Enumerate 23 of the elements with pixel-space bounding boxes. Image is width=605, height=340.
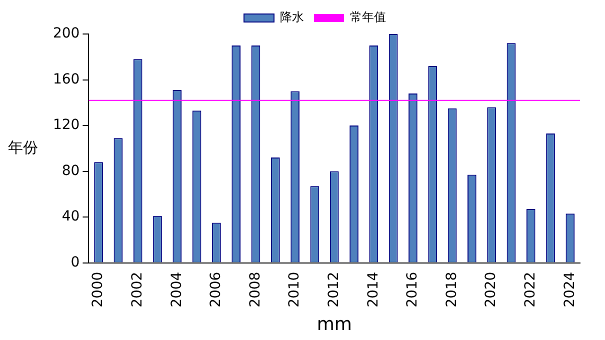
x-tick-label: 2004 <box>168 272 185 308</box>
y-axis-title: 年份 <box>8 138 38 156</box>
x-tick-label: 2002 <box>129 272 146 308</box>
x-tick-label: 2008 <box>247 272 264 308</box>
y-tick-label: 80 <box>62 162 80 179</box>
x-tick-label: 2018 <box>444 272 460 308</box>
y-tick-label: 120 <box>52 117 80 134</box>
legend-label: 常年值 <box>350 10 386 24</box>
x-tick-label: 2000 <box>90 272 106 308</box>
x-tick-label: 2006 <box>208 272 224 308</box>
x-tick-label: 2022 <box>522 272 539 308</box>
x-axis-title: mm <box>316 314 352 335</box>
x-tick-label: 2020 <box>483 272 500 308</box>
x-tick-label: 2016 <box>404 272 421 308</box>
legend-label: 降水 <box>280 10 304 24</box>
x-tick-label: 2010 <box>286 272 303 308</box>
y-tick-label: 0 <box>70 254 80 270</box>
y-tick-label: 160 <box>52 71 80 88</box>
y-tick-label: 200 <box>52 26 80 42</box>
x-tick-label: 2024 <box>562 272 578 308</box>
x-tick-label: 2012 <box>326 272 342 308</box>
y-tick-label: 40 <box>62 208 80 225</box>
x-tick-label: 2014 <box>365 272 382 308</box>
